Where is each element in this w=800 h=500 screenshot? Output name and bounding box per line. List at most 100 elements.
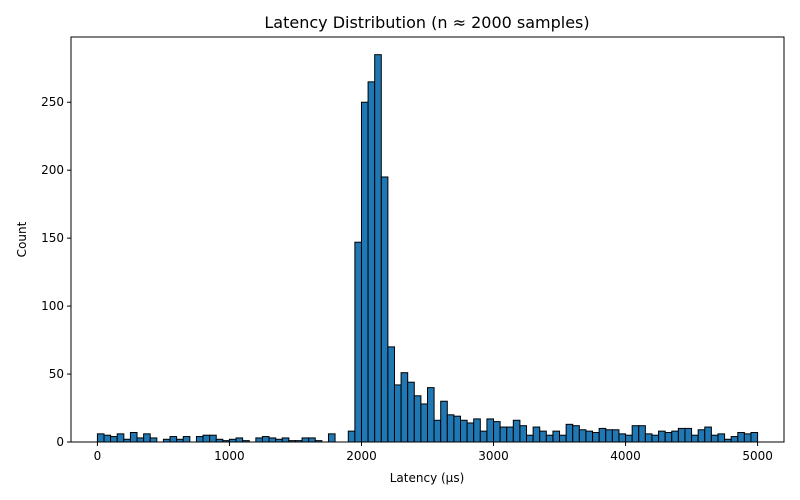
histogram-bar — [400, 372, 409, 443]
histogram-bar — [433, 419, 442, 443]
histogram-bar — [96, 433, 105, 443]
histogram-bar — [598, 427, 607, 443]
x-tick-label: 5000 — [742, 449, 773, 463]
x-tick-label: 2000 — [346, 449, 377, 463]
histogram-bar — [235, 437, 244, 443]
histogram-bar — [618, 433, 627, 443]
y-tick-label: 100 — [41, 299, 64, 313]
histogram-bar — [493, 421, 501, 443]
histogram-bar — [526, 434, 534, 443]
histogram-bar — [730, 436, 739, 443]
histogram-bar — [407, 381, 415, 443]
x-tick-label: 1000 — [214, 449, 245, 463]
histogram-bar — [255, 437, 263, 443]
histogram-bar — [631, 425, 640, 443]
histogram-bar — [651, 434, 660, 443]
histogram-bar — [691, 434, 699, 443]
histogram-bar — [743, 433, 752, 443]
histogram-bar — [552, 430, 561, 443]
histogram-bar — [354, 241, 362, 443]
histogram-bar — [697, 429, 706, 443]
histogram-bar — [308, 437, 316, 443]
histogram-bar — [519, 425, 528, 443]
histogram-bar — [479, 430, 488, 443]
histogram-bar — [704, 426, 712, 443]
y-tick-label: 0 — [56, 435, 64, 449]
histogram-bar — [440, 400, 448, 443]
x-axis-ticks: 0 1000 2000 3000 4000 5000 — [94, 442, 773, 463]
x-tick-label: 4000 — [610, 449, 641, 463]
histogram-bar — [466, 422, 475, 443]
x-tick-label: 0 — [94, 449, 102, 463]
histogram-bar — [664, 431, 673, 443]
histogram-bar — [638, 425, 646, 443]
histogram-bar — [737, 431, 745, 443]
histogram-bar — [460, 419, 468, 443]
histogram-bar — [710, 434, 719, 443]
histogram-bar — [268, 437, 277, 443]
y-tick-label: 50 — [49, 367, 64, 381]
histogram-bar — [592, 431, 600, 443]
histogram-bar — [611, 429, 620, 443]
histogram-bar — [625, 434, 633, 443]
histogram-bar — [486, 418, 495, 443]
histogram-bar — [717, 433, 726, 443]
y-tick-label: 150 — [41, 231, 64, 245]
histogram-bar — [677, 427, 686, 443]
histogram-bar — [506, 426, 514, 443]
y-axis-label: Count — [15, 221, 29, 257]
histogram-bar — [499, 426, 508, 443]
histogram-bar — [539, 430, 547, 443]
histogram-bar — [110, 436, 118, 443]
histogram-bar — [413, 395, 422, 443]
histogram-bar — [116, 433, 125, 443]
histogram-bar — [532, 426, 541, 443]
x-tick-label: 3000 — [478, 449, 509, 463]
histogram-bar — [512, 419, 521, 443]
histogram-bar — [473, 418, 481, 443]
histogram-bar — [129, 431, 138, 443]
histogram-bar — [281, 437, 290, 443]
histogram-bar — [301, 437, 310, 443]
histogram-bar — [578, 429, 587, 443]
histogram-bar — [143, 433, 151, 443]
chart-title: Latency Distribution (n ≈ 2000 samples) — [264, 13, 589, 32]
histogram-bar — [684, 427, 693, 443]
histogram-bar — [380, 176, 389, 443]
histogram-bar — [446, 414, 455, 443]
histogram-bar — [585, 430, 594, 443]
histogram-bar — [572, 425, 580, 443]
histogram-bar — [209, 434, 217, 443]
plot-frame — [70, 36, 785, 443]
y-tick-label: 250 — [41, 95, 64, 109]
histogram-bar — [103, 434, 112, 443]
y-axis-ticks: 0 50 100 150 200 250 — [41, 95, 71, 449]
histogram-bar — [427, 387, 435, 443]
histogram-bar — [327, 433, 336, 443]
histogram-bar — [393, 384, 402, 443]
histogram-bar — [387, 346, 395, 443]
histogram-bar — [565, 423, 574, 443]
histogram-bar — [453, 415, 462, 443]
histogram-bar — [261, 436, 270, 443]
histogram-bar — [658, 430, 666, 443]
histogram-bar — [374, 54, 382, 443]
histogram-bar — [347, 430, 356, 443]
histogram-bar — [605, 429, 613, 443]
histogram-bar — [195, 436, 204, 443]
histogram-bar — [644, 433, 653, 443]
histogram-bar — [671, 430, 679, 443]
x-axis-label: Latency (µs) — [390, 471, 465, 485]
histogram-bar — [169, 436, 178, 443]
histogram-bar — [545, 434, 554, 443]
histogram-bar — [136, 437, 145, 443]
histogram-bar — [367, 81, 376, 443]
histogram-bar — [750, 431, 759, 443]
histogram-bar — [559, 434, 567, 443]
histogram-bar — [420, 403, 428, 443]
histogram-bar — [360, 101, 369, 443]
histogram-bar — [182, 436, 191, 443]
histogram-bar — [202, 434, 211, 443]
y-tick-label: 200 — [41, 163, 64, 177]
